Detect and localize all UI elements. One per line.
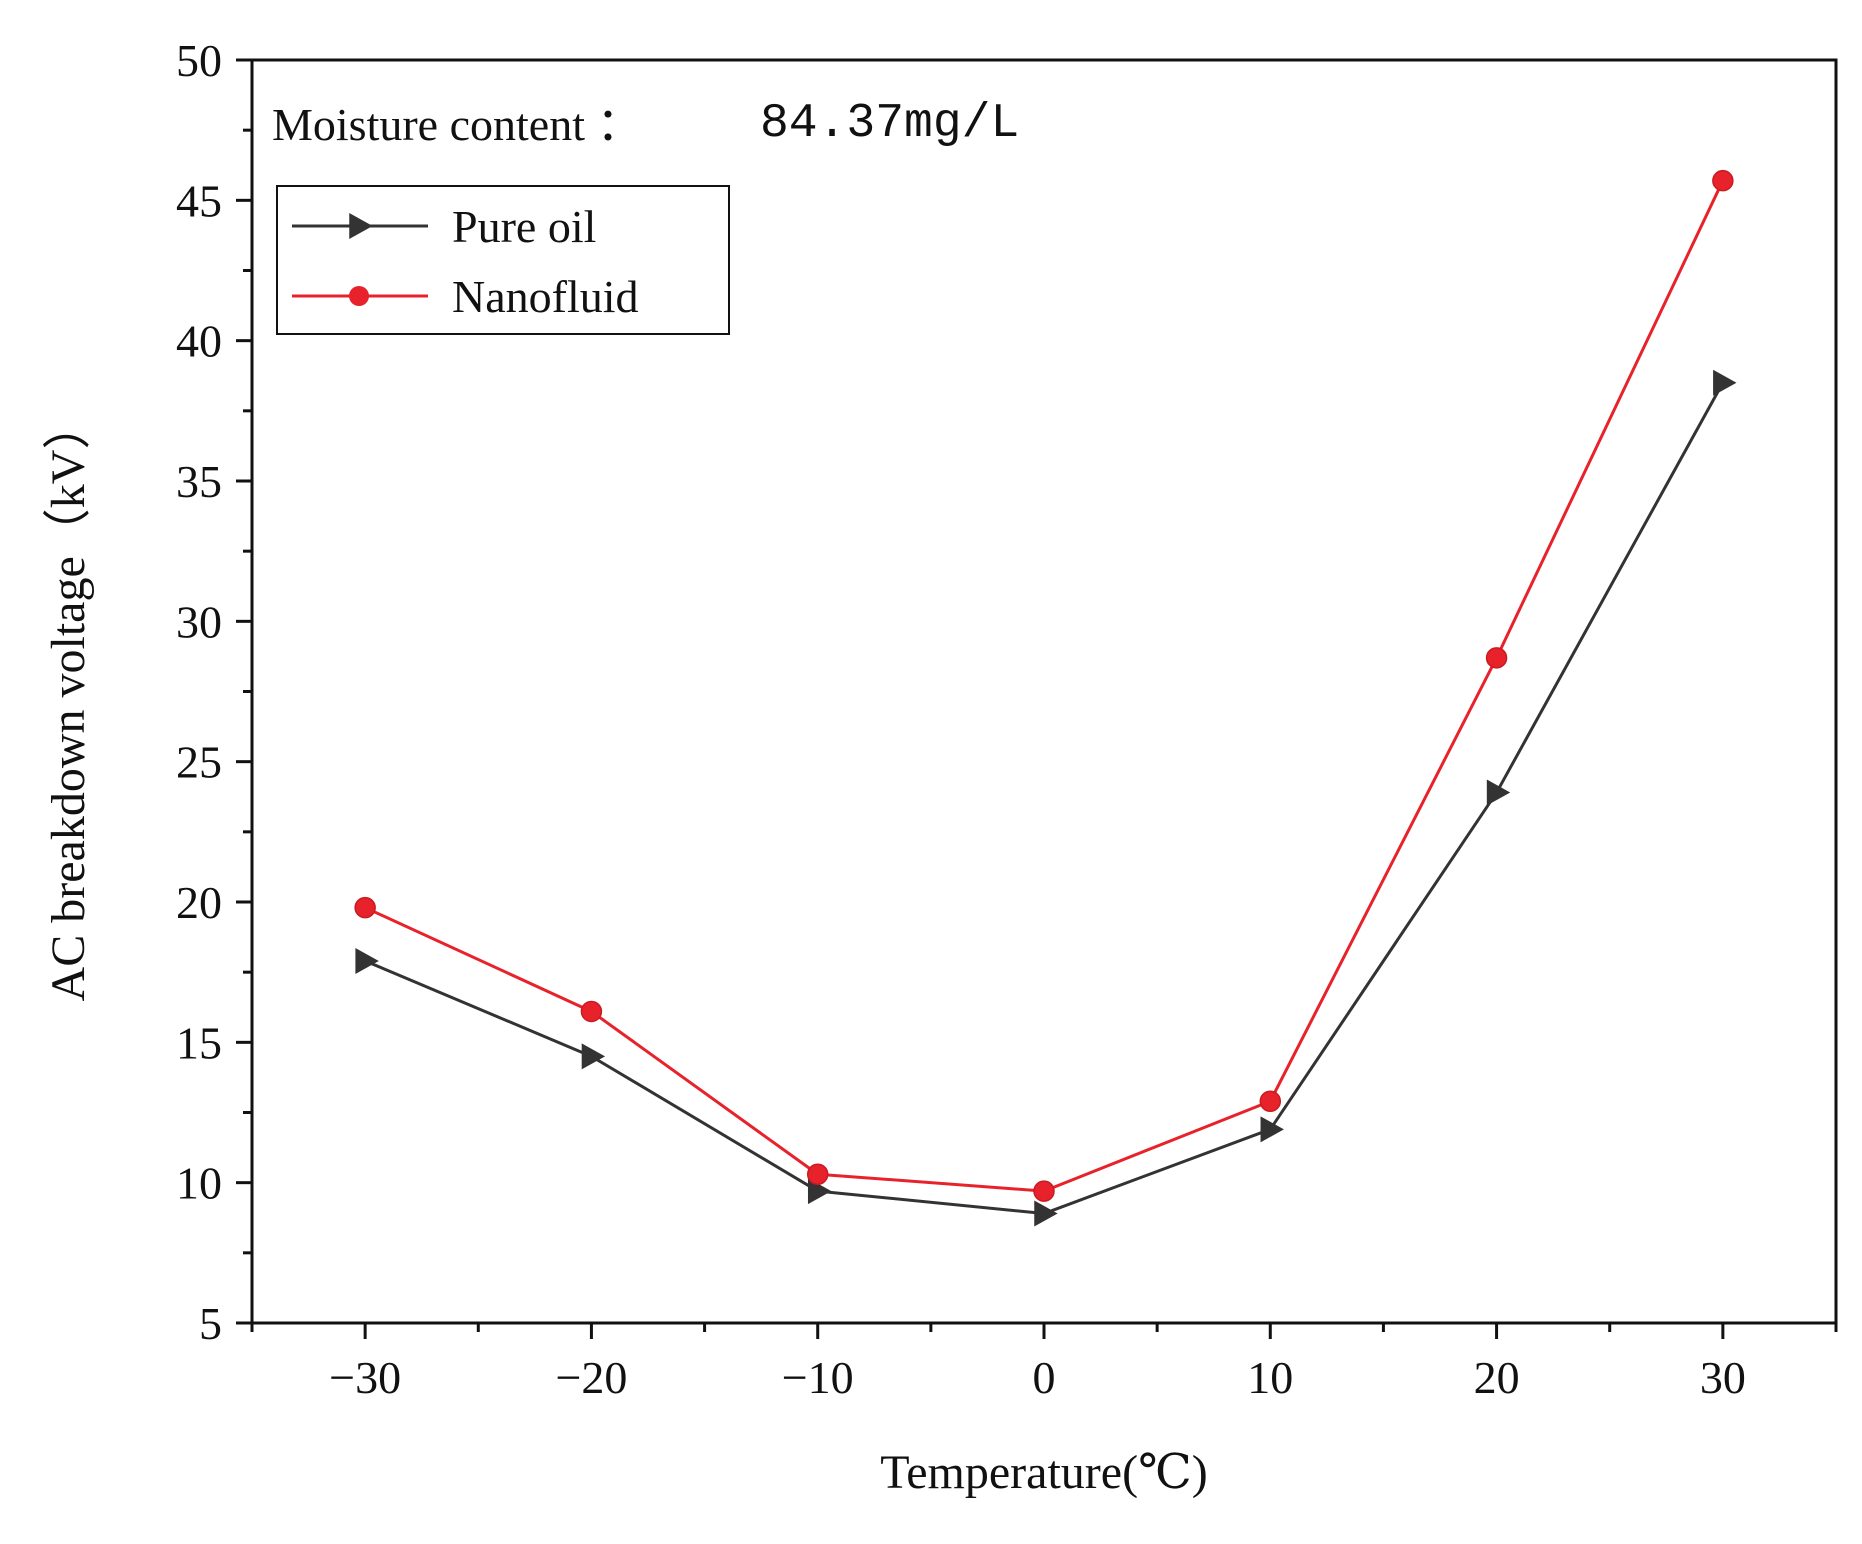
moisture-content-label: Moisture content ： <box>272 99 643 150</box>
y-tick-label: 10 <box>176 1158 222 1209</box>
data-point-nanofluid <box>1259 1090 1282 1113</box>
y-tick-label: 40 <box>176 316 222 367</box>
y-tick-label: 35 <box>176 456 222 507</box>
legend-box <box>276 185 730 335</box>
data-point-pure-oil <box>1034 1200 1058 1227</box>
legend: Pure oil Nanofluid <box>276 185 730 335</box>
x-tick-label: 30 <box>1700 1352 1746 1403</box>
y-axis-ticks: 5 10 15 20 25 30 35 40 45 50 <box>176 35 252 1349</box>
data-point-nanofluid <box>354 896 376 919</box>
y-tick-label: 50 <box>176 35 222 86</box>
y-tick-label: 5 <box>199 1298 222 1349</box>
x-tick-label: −10 <box>782 1352 854 1403</box>
data-point-pure-oil <box>1260 1116 1284 1143</box>
x-axis-title: Temperature(℃) <box>880 1446 1208 1499</box>
series-lines <box>364 180 1725 1216</box>
legend-marker-pure-oil <box>349 213 373 239</box>
y-tick-label: 15 <box>176 1017 222 1068</box>
data-point-pure-oil <box>581 1043 606 1070</box>
y-axis-title: AC breakdown voltage（kV） <box>42 402 95 1002</box>
series-line-pure-oil <box>364 382 1725 1216</box>
y-tick-label: 25 <box>176 737 222 788</box>
x-axis-ticks: −30 −20 −10 0 10 20 30 <box>250 1323 1838 1403</box>
y-tick-label: 20 <box>176 877 222 928</box>
y-tick-label: 30 <box>176 596 222 647</box>
data-point-pure-oil <box>807 1178 832 1205</box>
data-point-nanofluid <box>1033 1180 1055 1202</box>
moisture-content-value: 84.37mg/L <box>760 97 1019 151</box>
x-tick-label: −20 <box>555 1352 627 1403</box>
series-markers <box>354 169 1737 1227</box>
x-tick-label: 0 <box>1033 1352 1056 1403</box>
data-point-nanofluid <box>1712 169 1734 192</box>
data-point-nanofluid <box>580 1000 603 1023</box>
data-point-pure-oil <box>1486 779 1511 806</box>
x-tick-label: 20 <box>1474 1352 1520 1403</box>
legend-label-pure-oil: Pure oil <box>452 201 596 252</box>
legend-marker-nanofluid <box>349 286 369 306</box>
data-point-nanofluid <box>806 1163 829 1185</box>
x-tick-label: −30 <box>329 1352 401 1403</box>
x-tick-label: 10 <box>1247 1352 1293 1403</box>
legend-label-nanofluid: Nanofluid <box>452 271 639 322</box>
data-point-nanofluid <box>1485 647 1508 669</box>
data-point-pure-oil <box>1713 369 1737 396</box>
y-tick-label: 45 <box>176 175 222 226</box>
data-point-pure-oil <box>355 947 379 974</box>
